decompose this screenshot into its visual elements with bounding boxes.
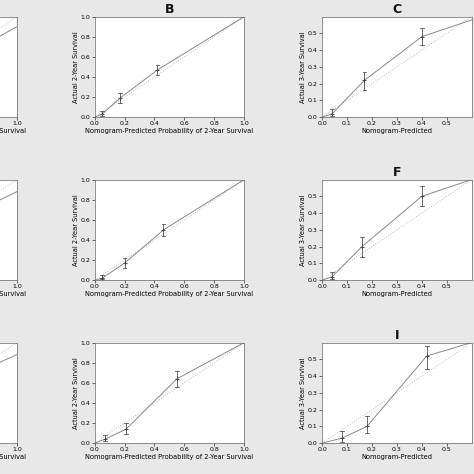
X-axis label: Nomogram-Predicted Probability of 1-Year Survival: Nomogram-Predicted Probability of 1-Year…	[0, 128, 26, 135]
Y-axis label: Actual 2-Year Survival: Actual 2-Year Survival	[73, 31, 79, 103]
Y-axis label: Actual 3-Year Survival: Actual 3-Year Survival	[300, 31, 306, 103]
Title: I: I	[394, 329, 399, 342]
Title: C: C	[392, 3, 401, 16]
X-axis label: Nomogram-Predicted Probability of 2-Year Survival: Nomogram-Predicted Probability of 2-Year…	[85, 292, 254, 298]
X-axis label: Nomogram-Predicted Probability of 2-Year Survival: Nomogram-Predicted Probability of 2-Year…	[85, 455, 254, 460]
Title: F: F	[392, 166, 401, 179]
X-axis label: Nomogram-Predicted Probability of 2-Year Survival: Nomogram-Predicted Probability of 2-Year…	[85, 128, 254, 135]
X-axis label: Nomogram-Predicted: Nomogram-Predicted	[361, 455, 432, 460]
Y-axis label: Actual 2-Year Survival: Actual 2-Year Survival	[73, 194, 79, 266]
Y-axis label: Actual 3-Year Survival: Actual 3-Year Survival	[300, 357, 306, 428]
Y-axis label: Actual 3-Year Survival: Actual 3-Year Survival	[300, 194, 306, 266]
X-axis label: Nomogram-Predicted Probability of 1-Year Survival: Nomogram-Predicted Probability of 1-Year…	[0, 455, 26, 460]
Title: B: B	[164, 3, 174, 16]
Y-axis label: Actual 2-Year Survival: Actual 2-Year Survival	[73, 357, 79, 429]
X-axis label: Nomogram-Predicted: Nomogram-Predicted	[361, 292, 432, 298]
X-axis label: Nomogram-Predicted: Nomogram-Predicted	[361, 128, 432, 135]
X-axis label: Nomogram-Predicted Probability of 1-Year Survival: Nomogram-Predicted Probability of 1-Year…	[0, 292, 26, 298]
